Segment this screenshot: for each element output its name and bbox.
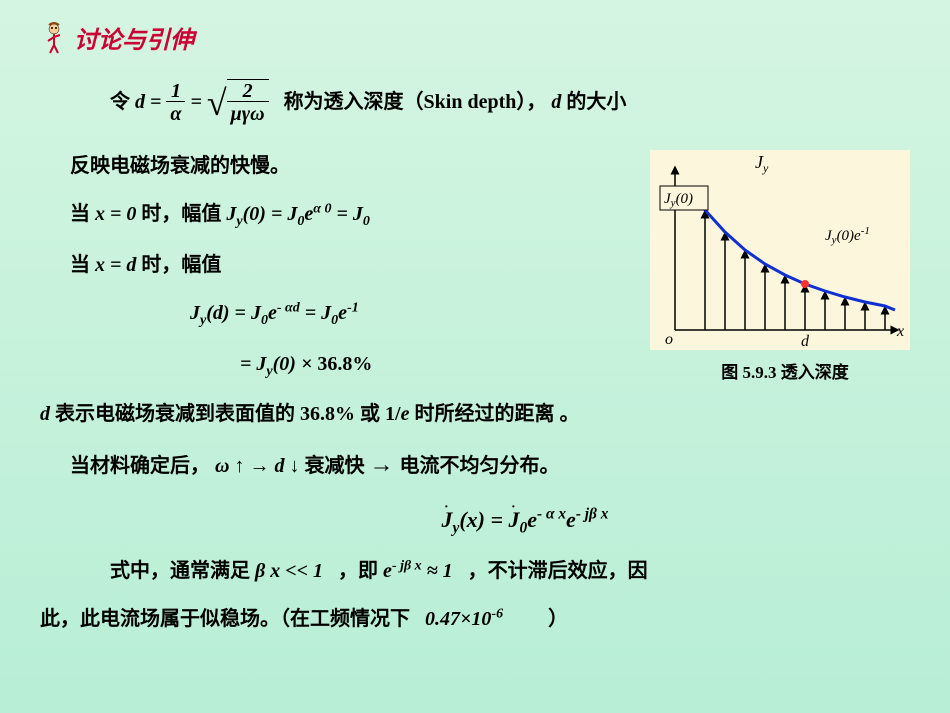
e: e — [527, 507, 537, 532]
approx: ≈ 1 — [427, 560, 453, 582]
svg-text:o: o — [665, 331, 673, 348]
ll: << 1 — [285, 560, 323, 582]
var-d: d — [40, 403, 50, 425]
svg-text:Jy: Jy — [755, 152, 769, 175]
text: ） — [548, 608, 568, 630]
sup: - αd — [277, 300, 300, 315]
sub: 0 — [363, 214, 370, 229]
var-d: d — [135, 91, 145, 113]
svg-text:Jy(0)e-1: Jy(0)e-1 — [825, 225, 870, 246]
text: 当 — [70, 254, 95, 276]
text: 当 — [70, 203, 95, 225]
J: J — [256, 353, 266, 375]
line-7: 式中，通常满足 β x << 1 ，即 e- jβ x ≈ 1 ，不计滞后效应，… — [110, 552, 910, 590]
to-arrow: → — [249, 455, 269, 477]
text: 令 — [110, 91, 130, 113]
text: 的大小 — [566, 91, 626, 113]
sup: - jβ x — [392, 559, 422, 574]
pct: 36.8% — [317, 353, 372, 375]
text: 表示电磁场衰减到表面值的 36.8% 或 1/ — [55, 403, 401, 425]
e: e — [566, 507, 576, 532]
cond: x = 0 — [95, 203, 136, 225]
text: 当材料确定后， — [70, 455, 210, 477]
svg-text:d: d — [801, 333, 810, 350]
var-d: d — [551, 91, 561, 113]
sub: y — [266, 364, 272, 379]
sub: 0 — [261, 313, 268, 328]
up-arrow: ↑ — [234, 455, 244, 477]
sup: -1 — [347, 300, 359, 315]
J: J — [287, 203, 297, 225]
text: ，即 — [338, 560, 378, 582]
e: e — [383, 560, 392, 582]
e: e — [268, 302, 277, 324]
svg-text:x: x — [896, 323, 904, 340]
text: 时，幅值 — [141, 203, 226, 225]
eq-d-def: d = 1 α = √ 2 μγω — [135, 91, 274, 113]
num: 1 — [166, 81, 185, 102]
J: J — [321, 302, 331, 324]
exp: -6 — [491, 607, 503, 622]
sup: - α x — [537, 505, 566, 522]
num: 2 — [227, 81, 269, 102]
text: ，不计滞后效应，因 — [468, 560, 648, 582]
val: 0.47×10 — [425, 608, 491, 630]
eq-jy0: Jy(0) = J0eα 0 = J0 — [226, 203, 369, 225]
text: 式中，通常满足 — [110, 560, 250, 582]
sub: y — [200, 313, 206, 328]
J: J — [190, 302, 200, 324]
cond: x = d — [95, 254, 136, 276]
graph-figure: o d x Jy Jy(0) Jy(0)e-1 图 5.9.3 透入深度 — [650, 150, 920, 383]
text: 时，幅值 — [141, 254, 221, 276]
J: J — [251, 302, 261, 324]
text: 时所经过的距离 。 — [409, 403, 579, 425]
e: e — [338, 302, 347, 324]
text: 衰减快 — [304, 455, 364, 477]
eq-jyx: J·y(x) = J·0e- α xe- jβ x — [140, 499, 910, 543]
title-text: 讨论与引伸 — [74, 20, 194, 55]
sub: y — [236, 214, 242, 229]
den: μγω — [227, 102, 269, 126]
sup: - jβ x — [576, 505, 609, 522]
line-1: 令 d = 1 α = √ 2 μγω 称为透入深度（Skin depth）， … — [110, 69, 910, 137]
graph-plot: o d x Jy Jy(0) Jy(0)e-1 — [650, 150, 910, 350]
sub: y — [453, 519, 460, 536]
text: 电流不均匀分布。 — [399, 455, 559, 477]
line-5: d 表示电磁场衰减到表面值的 36.8% 或 1/e 时所经过的距离 。 — [40, 395, 910, 433]
text: 此，此电流场属于似稳场。（在工频情况下 — [40, 608, 410, 630]
line-6: 当材料确定后， ω ↑ → d ↓ 衰减快 → 电流不均匀分布。 — [70, 443, 910, 489]
sup: α 0 — [313, 202, 331, 217]
section-title: 讨论与引伸 — [40, 20, 910, 55]
den: α — [166, 102, 185, 126]
betax: β x — [255, 560, 280, 582]
e: e — [304, 203, 313, 225]
omega: ω — [215, 455, 229, 477]
graph-caption: 图 5.9.3 透入深度 — [650, 358, 920, 383]
line-8: 此，此电流场属于似稳场。（在工频情况下 0.47×10-6 ） — [40, 600, 910, 638]
down-arrow: ↓ — [289, 455, 299, 477]
text: 称为透入深度（Skin depth）， — [284, 91, 547, 113]
svg-text:Jy(0): Jy(0) — [664, 191, 693, 209]
J: J — [226, 203, 236, 225]
cartoon-figure-icon — [40, 21, 68, 55]
J: J — [353, 203, 363, 225]
